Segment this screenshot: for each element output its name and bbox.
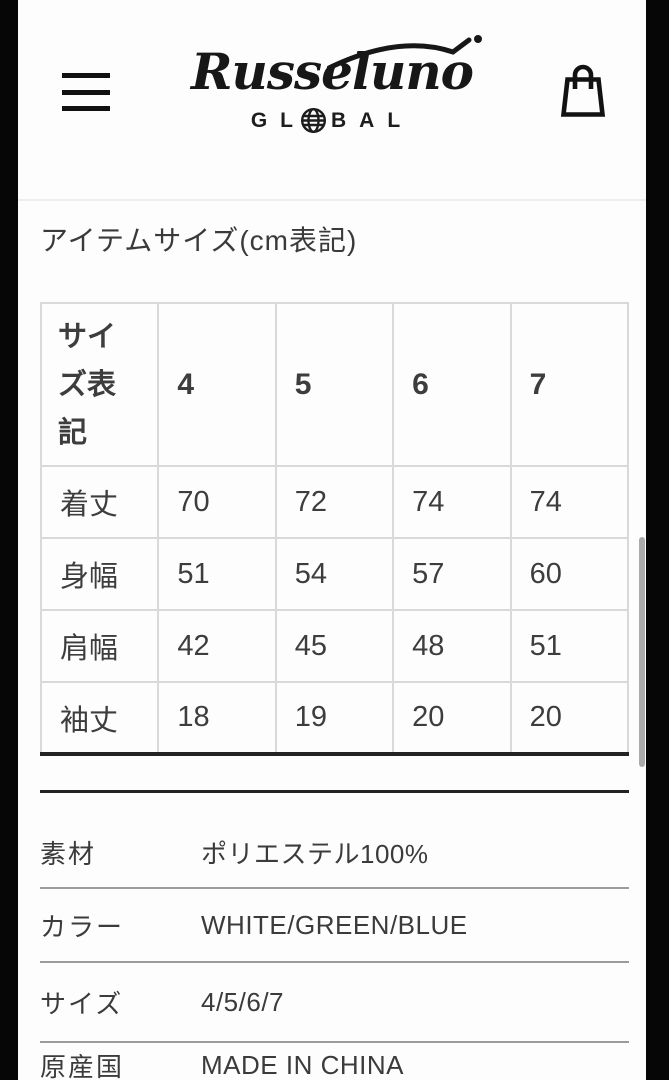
list-item: 原産国 MADE IN CHINA bbox=[40, 1043, 629, 1080]
row-label: 着丈 bbox=[39, 465, 160, 539]
left-letterbox-bar bbox=[0, 0, 18, 1080]
page: Russeluno GL BAL bbox=[18, 0, 646, 1080]
size-table: サイズ表記 4 5 6 7 着丈 70 72 74 74 身幅 51 54 bbox=[39, 302, 630, 756]
detail-label: 素材 bbox=[40, 838, 97, 869]
right-letterbox-bar bbox=[646, 0, 669, 1080]
table-row: 着丈 70 72 74 74 bbox=[39, 465, 630, 539]
size-col-header: 4 bbox=[157, 302, 277, 467]
cell-value: 74 bbox=[509, 465, 630, 539]
row-label: 肩幅 bbox=[39, 609, 160, 683]
list-item: サイズ 4/5/6/7 bbox=[40, 963, 629, 1043]
product-details-list: 素材 ポリエステル100% カラー WHITE/GREEN/BLUE サイズ 4… bbox=[40, 793, 629, 1080]
cell-value: 19 bbox=[274, 681, 395, 755]
detail-label: サイズ bbox=[40, 988, 124, 1019]
detail-value: MADE IN CHINA bbox=[201, 1050, 404, 1080]
cell-value: 45 bbox=[274, 609, 395, 683]
size-col-header: 5 bbox=[274, 302, 395, 467]
cell-value: 20 bbox=[392, 681, 512, 755]
section-divider bbox=[40, 790, 629, 793]
size-col-header: 7 bbox=[509, 302, 630, 467]
brand-subtitle: GL BAL bbox=[251, 107, 413, 134]
cell-value: 51 bbox=[157, 537, 277, 611]
cell-value: 74 bbox=[392, 465, 512, 539]
cell-value: 42 bbox=[157, 609, 277, 683]
size-col-header: 6 bbox=[392, 302, 512, 467]
cell-value: 20 bbox=[509, 681, 630, 755]
cell-value: 70 bbox=[157, 465, 277, 539]
brand-subtitle-right: BAL bbox=[331, 108, 414, 132]
detail-value: 4/5/6/7 bbox=[201, 986, 285, 1017]
row-label: 身幅 bbox=[39, 537, 160, 611]
product-spec-section: アイテムサイズ(cm表記) サイズ表記 4 5 6 7 着丈 70 72 74 … bbox=[18, 219, 646, 1080]
site-header: Russeluno GL BAL bbox=[18, 0, 646, 201]
detail-value: ポリエステル100% bbox=[201, 838, 429, 869]
cell-value: 60 bbox=[509, 537, 630, 611]
hamburger-icon bbox=[62, 73, 110, 78]
globe-icon bbox=[300, 107, 327, 134]
detail-label: カラー bbox=[40, 911, 125, 942]
brand-subtitle-left: GL bbox=[250, 108, 306, 132]
cell-value: 54 bbox=[274, 537, 395, 611]
size-table-corner-header: サイズ表記 bbox=[39, 302, 160, 467]
detail-value: WHITE/GREEN/BLUE bbox=[201, 909, 468, 940]
cell-value: 72 bbox=[274, 465, 395, 539]
list-item: 素材 ポリエステル100% bbox=[40, 793, 629, 889]
brand-wordmark: Russeluno bbox=[190, 42, 474, 101]
cell-value: 48 bbox=[392, 609, 512, 683]
cell-value: 51 bbox=[509, 609, 630, 683]
swash-icon bbox=[327, 35, 483, 71]
list-item: カラー WHITE/GREEN/BLUE bbox=[40, 889, 629, 963]
cell-value: 57 bbox=[392, 537, 512, 611]
table-row: 身幅 51 54 57 60 bbox=[39, 537, 630, 611]
menu-button[interactable] bbox=[62, 73, 110, 111]
scrollbar-thumb[interactable] bbox=[639, 537, 645, 767]
detail-label: 原産国 bbox=[40, 1052, 125, 1080]
section-heading: アイテムサイズ(cm表記) bbox=[40, 225, 358, 256]
shopping-bag-icon bbox=[560, 64, 606, 117]
table-row: 袖丈 18 19 20 20 bbox=[39, 681, 630, 755]
brand-logo[interactable]: Russeluno GL BAL bbox=[18, 35, 646, 134]
hamburger-icon bbox=[62, 89, 110, 95]
size-table-header-row: サイズ表記 4 5 6 7 bbox=[39, 302, 630, 467]
row-label: 袖丈 bbox=[39, 681, 160, 755]
table-row: 肩幅 42 45 48 51 bbox=[39, 609, 630, 683]
hamburger-icon bbox=[62, 106, 110, 111]
cart-button[interactable] bbox=[560, 62, 606, 118]
cell-value: 18 bbox=[157, 681, 277, 755]
